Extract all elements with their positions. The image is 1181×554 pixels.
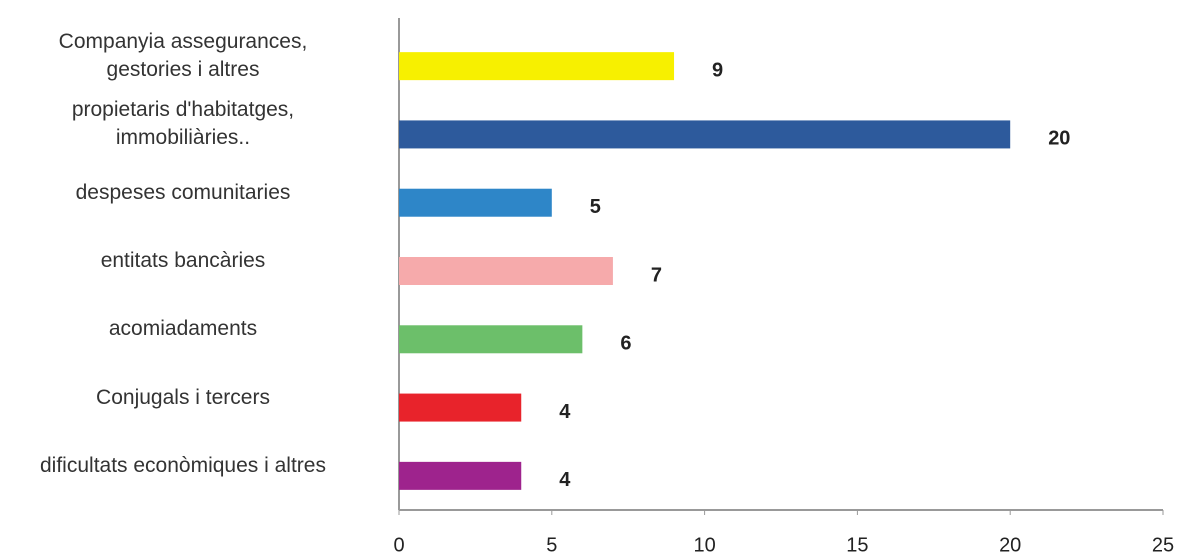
- value-label: 20: [1048, 128, 1070, 150]
- value-label: 4: [559, 401, 571, 423]
- category-label: entitats bancàries: [100, 249, 266, 272]
- x-tick-label: 20: [999, 534, 1021, 554]
- category-label: propietaris d'habitatges, immobiliàries.…: [71, 98, 295, 150]
- category-label: dificultats econòmiques i altres: [40, 453, 326, 477]
- x-tick-label: 25: [1152, 534, 1174, 554]
- bar: [399, 257, 613, 285]
- bar: [399, 52, 675, 81]
- bar: [399, 393, 522, 422]
- value-label: 9: [712, 59, 723, 81]
- value-label: 5: [590, 196, 601, 218]
- category-label: Companyia assegurances, gestories i altr…: [58, 30, 308, 82]
- x-tick-label: 15: [846, 534, 868, 554]
- bar: [399, 461, 522, 490]
- bar: [399, 120, 1011, 149]
- x-tick-label: 5: [546, 534, 557, 554]
- x-tick-label: 10: [693, 534, 715, 554]
- bar: [399, 325, 583, 354]
- value-label: 6: [620, 333, 631, 355]
- bar: [399, 188, 552, 217]
- category-label: Conjugals i tercers: [96, 385, 270, 409]
- value-label: 7: [651, 264, 662, 286]
- x-tick-label: 0: [393, 534, 404, 554]
- category-label: despeses comunitaries: [75, 180, 291, 204]
- category-label: acomiadaments: [108, 317, 258, 341]
- value-label: 4: [559, 469, 571, 491]
